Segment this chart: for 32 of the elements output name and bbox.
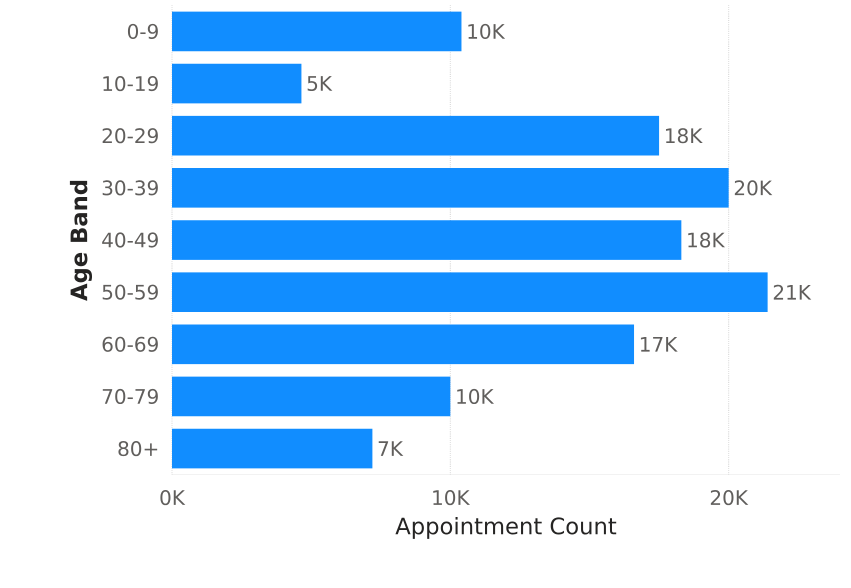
data-label: 20K: [734, 180, 772, 196]
y-tick-label: 0-9: [128, 24, 158, 39]
x-tick-label: 20K: [710, 490, 748, 506]
bar: [172, 376, 450, 416]
y-tick-label: 10-19: [103, 76, 158, 92]
x-tick-label: 10K: [433, 490, 470, 506]
data-label: 10K: [457, 388, 494, 404]
bar: [172, 168, 729, 208]
y-tick-label: 80+: [118, 441, 158, 456]
bar: [172, 64, 302, 104]
data-label: 21K: [774, 284, 812, 300]
y-tick-label: 70-79: [102, 388, 158, 404]
data-label: 5K: [308, 76, 332, 92]
bar: [172, 12, 462, 52]
y-axis-title: Age Band: [70, 180, 92, 301]
data-label: 10K: [468, 24, 506, 39]
data-label: 18K: [666, 128, 703, 144]
bar: [172, 428, 372, 468]
data-label: 18K: [688, 232, 726, 248]
bar: [172, 324, 634, 364]
bar: [172, 116, 660, 156]
y-tick-label: 60-69: [102, 336, 158, 352]
bar: [172, 220, 682, 260]
data-label: 17K: [640, 337, 678, 352]
bar: [172, 272, 768, 312]
data-label: 7K: [378, 441, 404, 456]
y-tick-label: 50-59: [102, 284, 158, 300]
y-tick-label: 20-29: [102, 128, 158, 144]
y-tick-label: 30-39: [102, 180, 158, 196]
x-axis-title: Appointment Count: [395, 516, 616, 539]
x-tick-label: 0K: [160, 490, 186, 506]
y-tick-label: 40-49: [102, 232, 158, 248]
